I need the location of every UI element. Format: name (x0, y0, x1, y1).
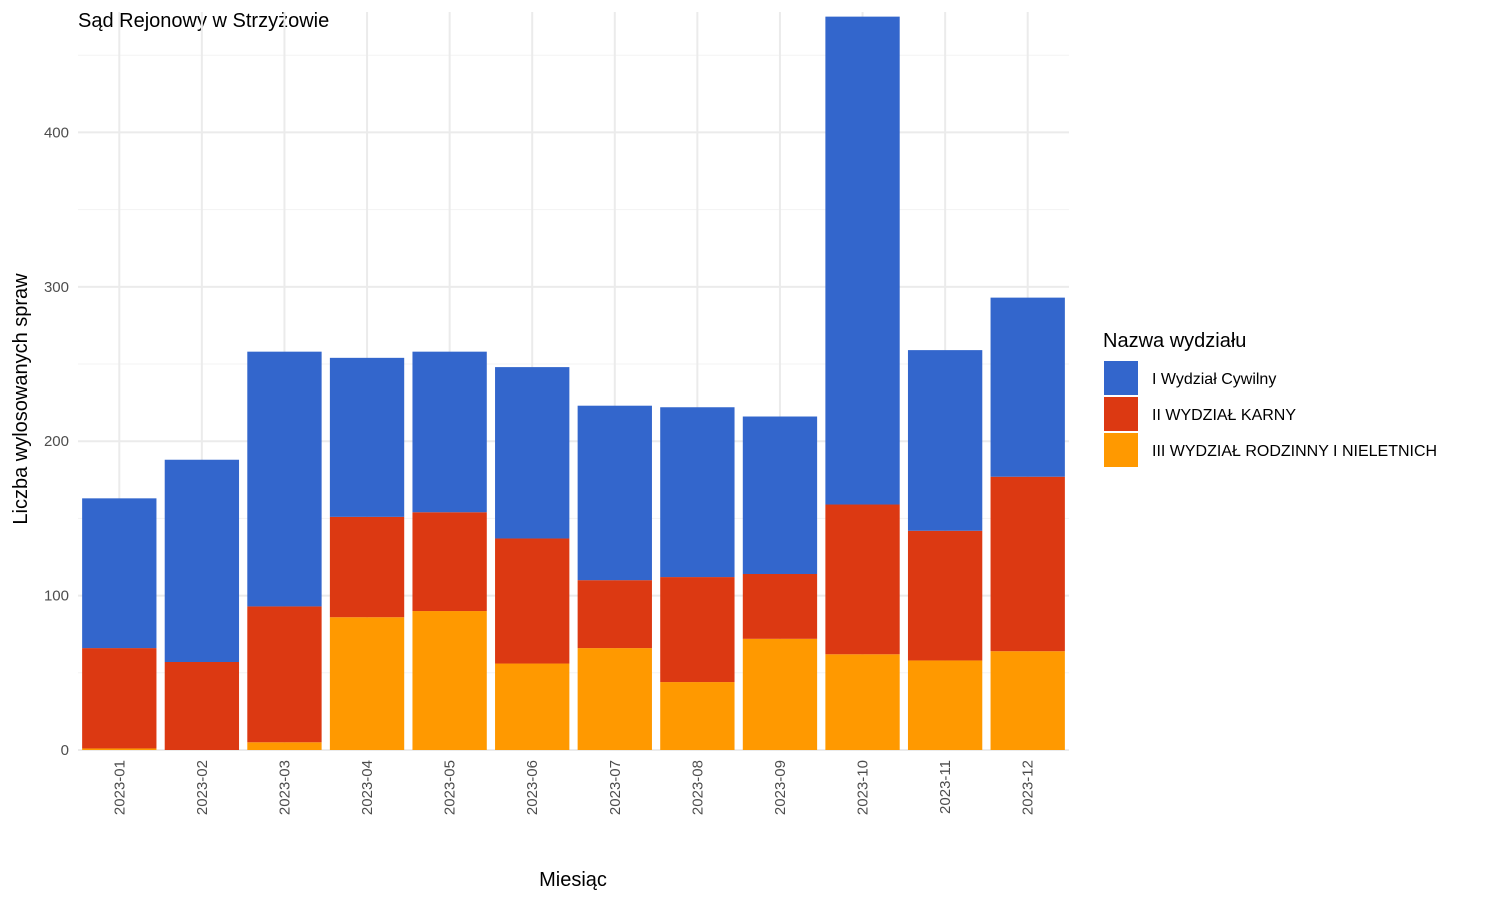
bar-segment (742, 638, 818, 750)
bar-segment (825, 16, 900, 505)
legend-title: Nazwa wydziału (1103, 330, 1246, 352)
bar-segment (577, 580, 652, 649)
bar-segment (247, 742, 322, 750)
y-tick-label: 0 (61, 742, 69, 759)
x-tick-label: 2023-11 (937, 760, 954, 814)
bar-segment (82, 498, 157, 649)
x-axis-title: Miesiąc (539, 869, 607, 891)
bar-segment (329, 357, 405, 517)
x-tick-label: 2023-05 (442, 760, 459, 815)
bar-segment (164, 459, 240, 662)
bar-segment (577, 648, 652, 750)
bar-segment (907, 530, 983, 661)
bar-segment (495, 663, 570, 750)
bar-segment (660, 407, 735, 578)
legend-swatch (1104, 397, 1138, 431)
bar-segment (164, 661, 240, 750)
bar-segment (412, 512, 487, 612)
x-tick-label: 2023-04 (359, 760, 376, 815)
bar-segment (82, 648, 157, 749)
x-tick-label: 2023-07 (607, 760, 624, 815)
bar-segment (907, 660, 983, 750)
legend-swatch (1104, 361, 1138, 395)
x-tick-label: 2023-10 (855, 760, 872, 815)
bar-segment (412, 611, 487, 750)
legend-swatch (1104, 433, 1138, 467)
bar-segment (742, 416, 818, 574)
legend: Nazwa wydziału I Wydział Cywilny II WYDZI… (1103, 330, 1437, 467)
y-tick-label: 300 (44, 279, 69, 296)
bar-segment (412, 351, 487, 513)
bar-segment (660, 577, 735, 683)
bar-segment (660, 682, 735, 750)
bar-segment (495, 538, 570, 664)
x-axis-ticks: 2023-01 2023-02 2023-03 2023-04 2023-05 2023-… (111, 760, 1036, 815)
y-tick-label: 200 (44, 433, 69, 450)
y-tick-label: 400 (44, 124, 69, 141)
bar-segment (82, 748, 157, 750)
bar-segment (329, 617, 405, 750)
x-tick-label: 2023-03 (276, 760, 293, 815)
bar-segment (329, 516, 405, 618)
x-tick-label: 2023-02 (194, 760, 211, 815)
x-tick-label: 2023-12 (1020, 760, 1037, 815)
bar-segment (990, 651, 1065, 750)
legend-label: I Wydział Cywilny (1152, 371, 1276, 388)
chart-title: Sąd Rejonowy w Strzyżowie (78, 10, 329, 32)
legend-label: II WYDZIAŁ KARNY (1152, 407, 1296, 424)
y-axis-title: Liczba wylosowanych spraw (10, 273, 32, 525)
bar-segment (825, 504, 900, 655)
bars (82, 16, 1065, 750)
bar-segment (990, 476, 1065, 652)
legend-label: III WYDZIAŁ RODZINNY I NIELETNICH (1152, 443, 1437, 460)
y-tick-label: 100 (44, 588, 69, 605)
bar-segment (825, 654, 900, 750)
bar-segment (742, 573, 818, 639)
bar-segment (247, 606, 322, 743)
bar-segment (907, 350, 983, 531)
y-axis-ticks: 0 100 200 300 400 (44, 124, 69, 759)
x-tick-label: 2023-06 (524, 760, 541, 815)
bar-segment (990, 297, 1065, 477)
bar-segment (577, 405, 652, 581)
x-tick-label: 2023-01 (111, 760, 128, 815)
x-tick-label: 2023-09 (772, 760, 789, 815)
bar-segment (495, 367, 570, 539)
x-tick-label: 2023-08 (689, 760, 706, 815)
bar-segment (247, 351, 322, 607)
